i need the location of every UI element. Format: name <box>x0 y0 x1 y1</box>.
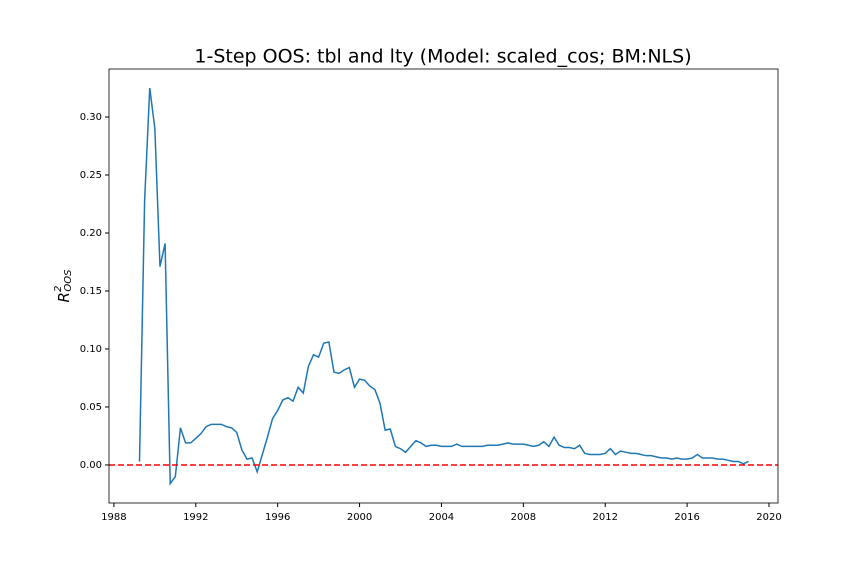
x-tick-label: 2000 <box>347 512 372 523</box>
plot-frame <box>108 68 779 504</box>
y-tick-label: 0.25 <box>80 170 102 181</box>
y-axis-label: R2OOS <box>53 269 74 303</box>
y-tick-label: 0.10 <box>80 344 102 355</box>
data-line <box>138 87 749 486</box>
x-tick-label: 1988 <box>101 512 126 523</box>
x-tick-label: 1992 <box>183 512 208 523</box>
y-tick-label: 0.30 <box>80 112 102 123</box>
x-tick-label: 2008 <box>511 512 536 523</box>
y-label-base: R <box>55 292 73 302</box>
y-label-sub: OOS <box>63 269 74 292</box>
x-tick-label: 2004 <box>429 512 454 523</box>
chart-title: 1-Step OOS: tbl and lty (Model: scaled_c… <box>194 46 691 68</box>
y-tick-label: 0.20 <box>80 228 102 239</box>
x-tick-label: 2020 <box>756 512 781 523</box>
x-tick-label: 1996 <box>265 512 290 523</box>
x-tick-label: 2012 <box>592 512 617 523</box>
y-tick-label: 0.05 <box>80 402 102 413</box>
x-tick-label: 2016 <box>674 512 699 523</box>
y-tick-label: 0.00 <box>80 460 102 471</box>
y-tick-label: 0.15 <box>80 286 102 297</box>
y-label-sup: 2 <box>53 286 64 292</box>
